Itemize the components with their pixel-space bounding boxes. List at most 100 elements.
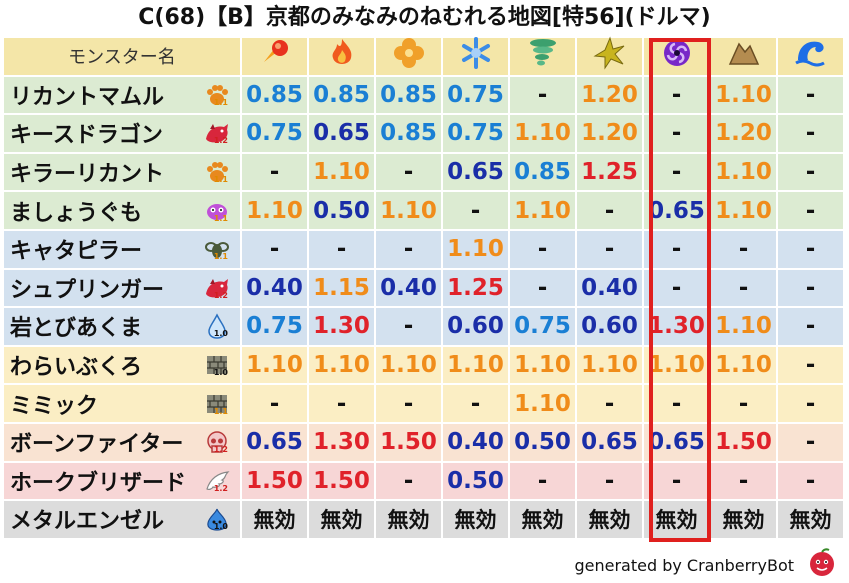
table-cell: -	[309, 230, 376, 270]
header-name-label: モンスター名	[4, 38, 242, 77]
table-cell: 0.85	[309, 76, 376, 116]
header-col-1	[309, 38, 376, 77]
table-cell: 0.60	[443, 308, 510, 347]
table-cell: 1.30	[644, 308, 711, 347]
table-row-name: ホークブリザード 1.2	[4, 462, 242, 502]
table-cell: -	[711, 269, 778, 309]
table-cell: -	[577, 462, 644, 502]
table-cell: -	[778, 230, 845, 270]
table-cell: 1.50	[711, 423, 778, 463]
size-label: 1.2	[213, 136, 228, 146]
tornado-icon	[526, 36, 560, 76]
table-cell: 0.40	[376, 269, 443, 309]
table-cell: -	[242, 230, 309, 270]
table-cell: 1.20	[711, 115, 778, 154]
table-row-name: キラーリカント 1.1	[4, 153, 242, 193]
monster-name: キラーリカント	[10, 162, 165, 188]
table-cell: 1.10	[242, 346, 309, 386]
table-row-name: リカントマムル 1.1	[4, 76, 242, 116]
size-label: 1.1	[213, 213, 228, 223]
table-cell: 無効	[242, 501, 309, 540]
cranberry-bot-icon	[810, 548, 834, 576]
clover-icon	[392, 36, 426, 76]
table-cell: 0.75	[242, 115, 309, 154]
size-label: 1.2	[213, 290, 228, 300]
monster-name: キャタピラー	[10, 239, 143, 265]
monster-name: ミミック	[10, 393, 99, 419]
table-cell: 0.40	[577, 269, 644, 309]
table-cell: -	[376, 230, 443, 270]
table-cell: -	[577, 230, 644, 270]
table-cell: 1.10	[711, 192, 778, 231]
table-cell: -	[644, 153, 711, 193]
table-cell: 無効	[778, 501, 845, 540]
table-cell: 1.50	[376, 423, 443, 463]
table-cell: -	[711, 462, 778, 502]
slime-icon: 1.0	[204, 506, 230, 532]
table-cell: 0.65	[443, 153, 510, 193]
table-cell: -	[778, 346, 845, 386]
table-cell: 1.20	[577, 76, 644, 116]
snowflake-icon	[459, 36, 493, 76]
table-cell: -	[376, 462, 443, 502]
table-cell: -	[778, 385, 845, 424]
table-cell: -	[443, 192, 510, 231]
table-cell: 1.10	[577, 346, 644, 386]
table-cell: 無効	[510, 501, 577, 540]
table-cell: -	[711, 230, 778, 270]
fire-ball-icon	[258, 36, 292, 76]
rock-icon	[727, 36, 761, 76]
monster-name: 岩とびあくま	[10, 316, 143, 342]
table-cell: 0.85	[376, 115, 443, 154]
table-cell: -	[778, 192, 845, 231]
table-cell: -	[376, 153, 443, 193]
brick-icon: 1.0	[204, 352, 230, 378]
monster-name: ましょうぐも	[10, 200, 143, 226]
paw-icon: 1.1	[204, 159, 230, 185]
table-cell: 1.10	[711, 76, 778, 116]
header-col-3	[443, 36, 510, 77]
size-label: 1.0	[213, 368, 228, 378]
size-label: 1.1	[213, 97, 228, 107]
dragon-icon: 1.2	[204, 120, 230, 146]
table-cell: -	[644, 385, 711, 424]
table-cell: -	[778, 153, 845, 193]
page-title: C(68)【B】京都のみなみのねむれる地図[特56](ドルマ)	[138, 5, 711, 30]
table-cell: -	[778, 76, 845, 116]
table-cell: 1.10	[242, 192, 309, 231]
table-cell: 0.85	[242, 76, 309, 116]
table-cell: 0.65	[644, 423, 711, 463]
table-cell: 1.10	[443, 346, 510, 386]
table-row-name: ましょうぐも 1.1	[4, 192, 242, 231]
table-cell: 無効	[309, 501, 376, 540]
size-label: 1.1	[213, 406, 228, 416]
table-cell: 1.10	[309, 153, 376, 193]
table-cell: 0.75	[510, 308, 577, 347]
wing-icon: 1.2	[204, 468, 230, 494]
monster-name: わらいぶくろ	[10, 355, 143, 381]
table-cell: -	[778, 423, 845, 463]
table-cell: 1.10	[711, 153, 778, 193]
table-cell: 1.25	[577, 153, 644, 193]
table-cell: 0.65	[577, 423, 644, 463]
monster-name: ホークブリザード	[10, 470, 187, 496]
table-cell: -	[644, 230, 711, 270]
size-label: 1.1	[213, 252, 228, 262]
burst-icon	[592, 36, 627, 76]
table-row-name: シュプリンガー 1.2	[4, 269, 242, 309]
table-cell: 0.50	[309, 192, 376, 231]
header-col-6	[644, 38, 711, 77]
table-cell: -	[443, 385, 510, 424]
table-cell: 1.10	[510, 192, 577, 231]
table-cell: 無効	[443, 501, 510, 540]
table-cell: -	[711, 385, 778, 424]
dragon-icon: 1.2	[204, 275, 230, 301]
paw-icon: 1.1	[204, 82, 230, 108]
table-cell: 1.30	[309, 423, 376, 463]
table-cell: 1.10	[376, 346, 443, 386]
table-cell: -	[376, 385, 443, 424]
table-cell: 1.15	[309, 269, 376, 309]
table-cell: 1.50	[242, 462, 309, 502]
table-cell: 0.75	[443, 115, 510, 154]
table-row-name: わらいぶくろ 1.0	[4, 346, 242, 386]
